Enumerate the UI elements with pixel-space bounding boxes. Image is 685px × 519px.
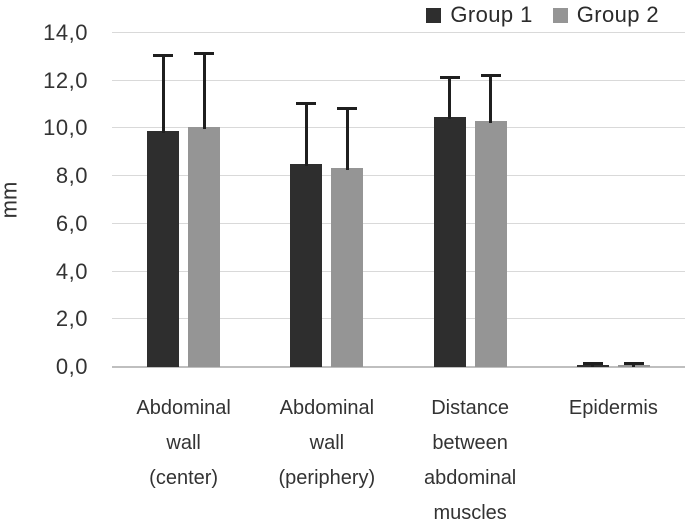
group1-swatch-icon	[426, 7, 442, 23]
error-bar-line	[202, 52, 206, 130]
legend-item-group2: Group 2	[552, 2, 659, 28]
error-bar-cap	[623, 362, 644, 366]
x-category-label: Abdominal wall (periphery)	[278, 397, 376, 489]
bar-group-cat3	[399, 33, 542, 367]
gridline	[112, 175, 685, 177]
gridline	[112, 127, 685, 129]
legend: Group 1 Group 2	[426, 2, 659, 28]
bar-group1-cat2	[290, 164, 323, 367]
x-category-label: Abdominal wall (center)	[136, 397, 231, 489]
x-category-label: Distance between abdominal muscles	[423, 397, 517, 519]
legend-item-group1: Group 1	[426, 2, 532, 28]
bar-group1-cat1	[147, 130, 180, 367]
y-tick-label: 0,0	[55, 354, 88, 379]
bar-group1-cat3	[433, 116, 466, 367]
legend-label-group1: Group 1	[450, 2, 533, 27]
gridline	[112, 270, 685, 272]
error-bar-line	[345, 106, 349, 170]
bar-group-cat4	[542, 33, 685, 367]
error-bar-cap	[153, 54, 174, 58]
x-category-label: Epidermis	[568, 397, 658, 419]
gridline	[112, 318, 685, 320]
y-tick-label: 8,0	[55, 163, 88, 189]
plot-area	[112, 32, 685, 368]
error-bar-cap	[337, 106, 358, 110]
error-bar-cap	[439, 75, 460, 79]
gridline	[112, 222, 685, 224]
error-bar-cap	[582, 362, 603, 366]
bar-group-cat1	[112, 33, 255, 367]
legend-label-group2: Group 2	[576, 2, 659, 27]
gridline	[112, 79, 685, 81]
bar-group2-cat3	[474, 121, 507, 367]
y-tick-label: 4,0	[55, 258, 88, 284]
group2-swatch-icon	[552, 7, 568, 23]
bar-group2-cat2	[331, 167, 364, 367]
bar-group-cat2	[255, 33, 398, 367]
error-bar-cap	[296, 102, 317, 106]
x-axis-line	[112, 366, 685, 368]
y-tick-label: 12,0	[43, 67, 88, 93]
y-tick-label: 14,0	[43, 20, 88, 45]
error-bar-line	[448, 75, 452, 119]
error-bar-line	[161, 54, 165, 133]
y-tick-label: 2,0	[55, 306, 88, 332]
bar-group2-cat1	[188, 127, 221, 367]
error-bar-line	[489, 73, 493, 124]
gridline	[112, 32, 685, 33]
error-bar-cap	[480, 73, 501, 77]
y-tick-label: 10,0	[43, 115, 88, 141]
y-tick-label: 6,0	[55, 210, 88, 236]
error-bar-line	[304, 102, 308, 167]
error-bar-cap	[194, 52, 215, 56]
